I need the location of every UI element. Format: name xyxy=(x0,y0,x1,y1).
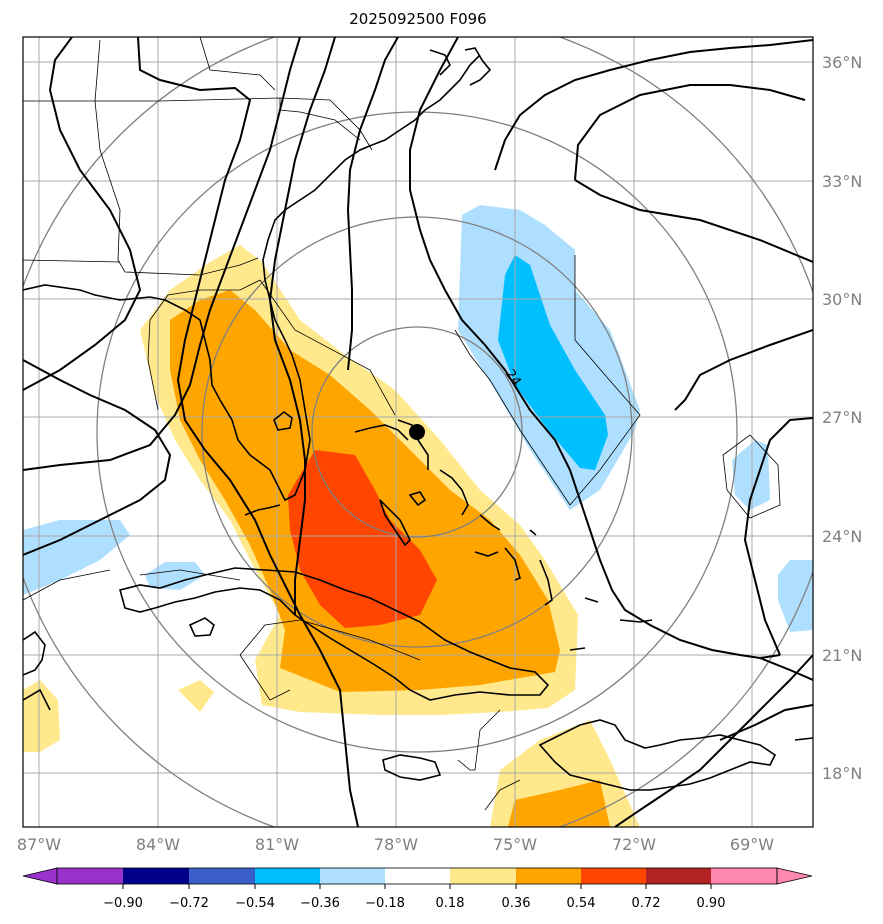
storm-center-marker xyxy=(409,424,425,440)
colorbar-bin-2 xyxy=(123,868,189,884)
colorbar-tick-label: 0.90 xyxy=(697,896,726,911)
colorbar: −0.90 −0.72 −0.54 −0.36 −0.18 0.18 0.36 … xyxy=(22,867,813,911)
lon-label-87: 87°W xyxy=(17,835,61,854)
colorbar-tick-label: 0.18 xyxy=(436,896,465,911)
geopotential-contours xyxy=(23,37,813,827)
shaded-positive-high xyxy=(288,450,437,628)
colorbar-extend-min xyxy=(22,867,58,885)
colorbar-tick-label: −0.72 xyxy=(169,896,209,911)
lat-label-27: 27°N xyxy=(822,408,862,427)
colorbar-bin-7 xyxy=(450,868,516,884)
colorbar-bin-3 xyxy=(189,868,255,884)
colorbar-tick-label: 0.54 xyxy=(567,896,596,911)
colorbar-bin-5 xyxy=(320,868,385,884)
map-plot-area: 24 xyxy=(23,37,813,827)
lat-label-24: 24°N xyxy=(822,527,862,546)
map-border xyxy=(22,36,814,828)
lon-label-81: 81°W xyxy=(255,835,299,854)
colorbar-tick-label: −0.36 xyxy=(300,896,340,911)
colorbar-bin-10 xyxy=(646,868,711,884)
colorbar-bin-11 xyxy=(711,868,777,884)
lon-labels: 87°W 84°W 81°W 78°W 75°W 72°W 69°W xyxy=(17,835,774,854)
coastlines xyxy=(23,47,813,791)
lat-label-18: 18°N xyxy=(822,764,862,783)
lon-label-84: 84°W xyxy=(136,835,180,854)
lon-label-78: 78°W xyxy=(374,835,418,854)
colorbar-ticks xyxy=(122,884,712,889)
colorbar-tick-label: −0.18 xyxy=(365,896,405,911)
colorbar-bin-9 xyxy=(581,868,646,884)
colorbar-tick-label: −0.54 xyxy=(235,896,275,911)
political-borders xyxy=(23,37,781,811)
lat-label-33: 33°N xyxy=(822,172,862,191)
lat-labels: 36°N 33°N 30°N 27°N 24°N 21°N 18°N xyxy=(822,53,862,783)
colorbar-bin-4 xyxy=(255,868,320,884)
colorbar-bin-6 xyxy=(385,868,450,884)
colorbar-outline xyxy=(56,867,778,885)
graticule xyxy=(23,37,813,827)
colorbar-bin-8 xyxy=(516,868,581,884)
colorbar-tick-label: −0.90 xyxy=(103,896,143,911)
lat-label-36: 36°N xyxy=(822,53,862,72)
colorbar-tick-label: 0.72 xyxy=(632,896,661,911)
shaded-negative-mid xyxy=(498,255,608,470)
lon-label-72: 72°W xyxy=(612,835,656,854)
lon-label-69: 69°W xyxy=(730,835,774,854)
colorbar-bin-1 xyxy=(57,868,123,884)
colorbar-tick-label: 0.36 xyxy=(502,896,531,911)
colorbar-extend-max xyxy=(776,867,813,885)
chart-title: 2025092500 F096 xyxy=(349,10,487,28)
lat-label-30: 30°N xyxy=(822,290,862,309)
lon-label-75: 75°W xyxy=(493,835,537,854)
lat-label-21: 21°N xyxy=(822,646,862,665)
